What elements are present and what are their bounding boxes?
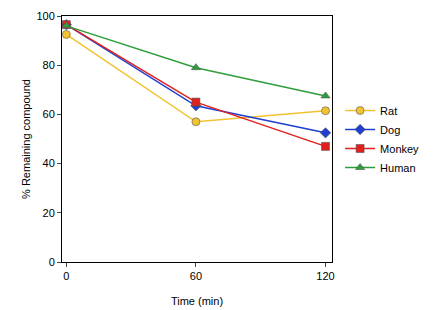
svg-text:100: 100	[36, 10, 54, 22]
svg-text:Human: Human	[380, 162, 415, 174]
svg-text:120: 120	[316, 270, 334, 282]
svg-text:Rat: Rat	[380, 105, 397, 117]
svg-text:Monkey: Monkey	[380, 143, 419, 155]
svg-text:40: 40	[43, 157, 55, 169]
svg-text:Dog: Dog	[380, 124, 400, 136]
svg-text:80: 80	[43, 59, 55, 71]
svg-text:60: 60	[43, 108, 55, 120]
svg-text:20: 20	[43, 207, 55, 219]
svg-text:60: 60	[190, 270, 202, 282]
svg-text:% Remaining compound: % Remaining compound	[20, 79, 32, 199]
svg-text:0: 0	[49, 256, 55, 268]
svg-text:0: 0	[63, 270, 69, 282]
svg-text:Time (min): Time (min)	[171, 295, 223, 307]
